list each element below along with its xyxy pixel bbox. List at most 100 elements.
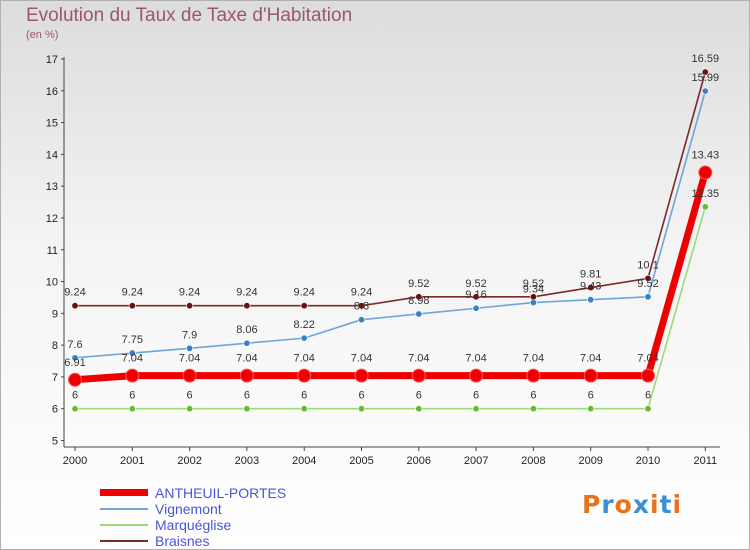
- data-point: [297, 368, 312, 383]
- data-point: [472, 293, 480, 301]
- legend-label: Marquéglise: [155, 517, 232, 533]
- logo-letter: i: [650, 490, 660, 519]
- data-label: 8.98: [408, 295, 429, 307]
- x-tick-label: 2002: [177, 455, 201, 467]
- y-axis-unit: (en %): [26, 29, 59, 41]
- data-point: [128, 349, 136, 357]
- data-label: 9.24: [122, 287, 143, 299]
- data-point: [701, 203, 709, 211]
- data-point: [526, 368, 541, 383]
- data-label: 15.99: [692, 72, 720, 84]
- data-point: [71, 405, 79, 413]
- data-point: [701, 68, 709, 76]
- data-label: 9.16: [465, 289, 486, 301]
- data-point: [698, 165, 713, 180]
- data-label: 16.59: [692, 53, 720, 65]
- data-point: [300, 334, 308, 342]
- legend-label: ANTHEUIL-PORTES: [155, 485, 287, 501]
- data-point: [469, 368, 484, 383]
- legend-swatch: [100, 489, 148, 496]
- data-label: 9.52: [637, 278, 658, 290]
- data-point: [71, 302, 79, 310]
- data-point: [243, 339, 251, 347]
- data-point: [68, 372, 82, 387]
- data-point: [644, 293, 652, 301]
- data-label: 9.34: [523, 284, 544, 296]
- data-label: 13.43: [692, 149, 720, 161]
- proxiti-logo: Proxiti: [582, 490, 682, 519]
- chart-title: Evolution du Taux de Taxe d'Habitation: [26, 5, 353, 26]
- series-line-braisnes: [75, 71, 707, 307]
- data-point: [300, 405, 308, 413]
- data-label: 7.04: [236, 353, 257, 365]
- x-tick-label: 2011: [693, 455, 717, 467]
- data-point: [186, 405, 194, 413]
- data-point: [415, 310, 423, 318]
- data-label: 6: [301, 390, 307, 402]
- data-label: 6: [244, 390, 250, 402]
- data-label: 8.22: [293, 319, 314, 331]
- x-tick-label: 2000: [63, 455, 87, 467]
- data-point: [71, 354, 79, 362]
- y-tick-label: 6: [52, 404, 58, 416]
- data-label: 6: [129, 390, 135, 402]
- data-label: 7.04: [408, 353, 429, 365]
- logo-letter: o: [614, 490, 633, 519]
- data-point: [239, 368, 254, 383]
- data-point: [529, 293, 537, 301]
- data-label: 9.24: [236, 287, 257, 299]
- y-tick-label: 10: [46, 277, 58, 289]
- data-label: 6: [358, 390, 364, 402]
- data-point: [243, 302, 251, 310]
- data-point: [125, 368, 140, 383]
- data-label: 7.04: [523, 353, 544, 365]
- logo-letter: r: [601, 490, 615, 519]
- data-point: [411, 368, 426, 383]
- data-point: [472, 304, 480, 312]
- y-tick-label: 13: [46, 181, 58, 193]
- legend-swatch: [100, 508, 148, 510]
- data-point: [644, 274, 652, 282]
- y-tick-label: 8: [52, 340, 58, 352]
- data-label: 6: [588, 390, 594, 402]
- data-point: [357, 316, 365, 324]
- legend-swatch: [100, 524, 148, 526]
- logo-letter: P: [582, 490, 602, 519]
- x-tick-label: 2004: [292, 455, 316, 467]
- data-point: [415, 405, 423, 413]
- series-line-marquéglise: [75, 206, 707, 410]
- data-point: [357, 405, 365, 413]
- data-label: 9.52: [523, 278, 544, 290]
- x-tick-label: 2006: [407, 455, 431, 467]
- data-point: [128, 302, 136, 310]
- data-label: 9.81: [580, 269, 601, 281]
- y-tick-label: 11: [47, 245, 58, 257]
- data-label: 7.04: [122, 353, 143, 365]
- data-point: [641, 368, 655, 383]
- x-tick-label: 2009: [578, 455, 602, 467]
- data-point: [186, 344, 194, 352]
- data-label: 6.91: [64, 357, 85, 369]
- data-point: [644, 405, 652, 413]
- y-tick-label: 5: [52, 436, 58, 448]
- data-point: [182, 368, 197, 383]
- data-label: 8.8: [354, 301, 369, 313]
- x-tick-label: 2010: [636, 455, 660, 467]
- data-label: 6: [645, 390, 651, 402]
- data-label: 7.04: [293, 353, 314, 365]
- y-tick-label: 14: [46, 149, 58, 161]
- data-point: [415, 293, 423, 301]
- y-tick-label: 16: [46, 86, 58, 98]
- data-label: 9.24: [179, 287, 200, 299]
- data-label: 7.04: [465, 353, 486, 365]
- legend-label: Vignemont: [155, 501, 222, 517]
- data-label: 7.04: [580, 353, 601, 365]
- y-tick-label: 7: [52, 372, 58, 384]
- data-label: 6: [530, 390, 536, 402]
- data-point: [587, 405, 595, 413]
- data-label: 9.24: [351, 287, 372, 299]
- data-label: 6: [187, 390, 193, 402]
- data-label: 6: [72, 390, 78, 402]
